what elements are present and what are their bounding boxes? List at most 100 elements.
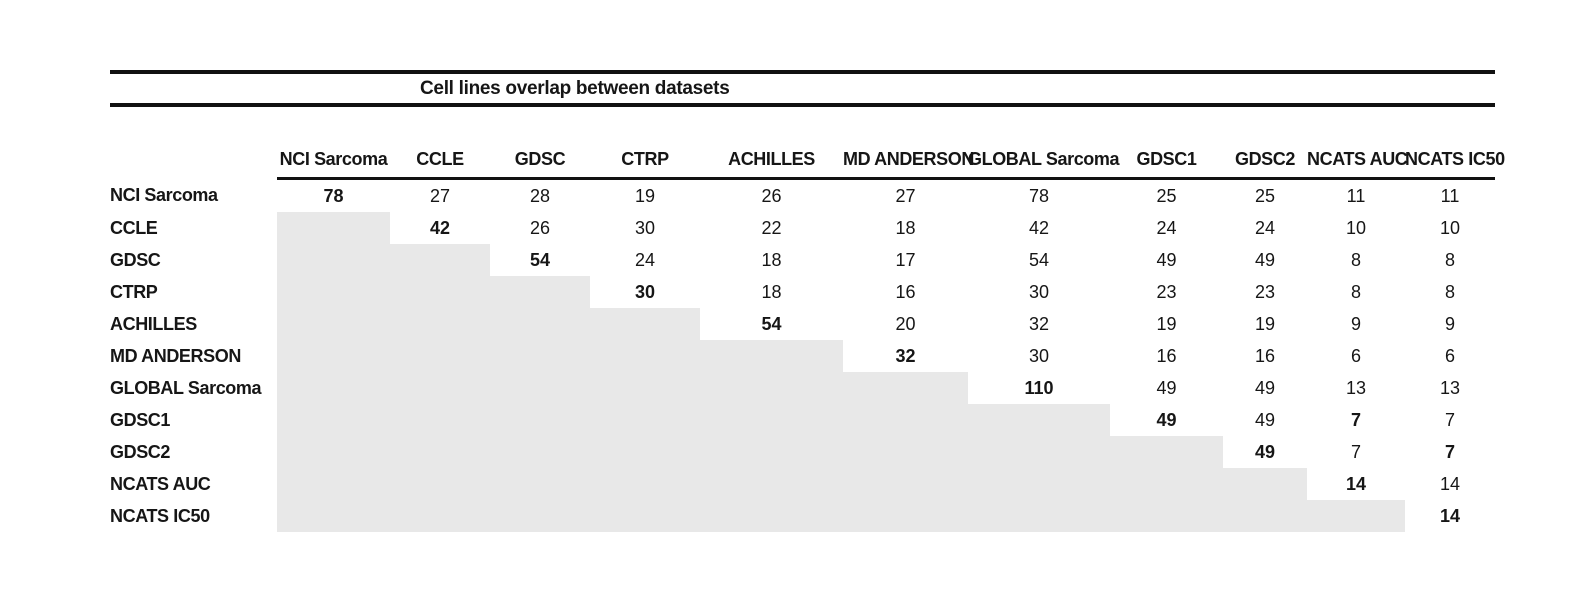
- matrix-cell: 9: [1350, 313, 1361, 334]
- header-row: NCI Sarcoma CCLE GDSC CTRP ACHILLES MD ANDERS…: [110, 107, 1505, 180]
- matrix-cell: [390, 500, 490, 532]
- matrix-cell: 49: [1254, 441, 1276, 462]
- matrix-cell: [590, 468, 700, 500]
- matrix-cell: [390, 436, 490, 468]
- matrix-cell: 49: [1254, 409, 1276, 430]
- matrix-cell: 25: [1156, 185, 1177, 206]
- row-label-nci-sarcoma: NCI Sarcoma: [110, 184, 218, 205]
- matrix-cell: 54: [1028, 249, 1050, 270]
- matrix-header: NCI Sarcoma CCLE GDSC CTRP ACHILLES MD ANDERS…: [110, 107, 1505, 180]
- matrix-cell: [277, 244, 390, 276]
- matrix-cell: 16: [1156, 345, 1177, 366]
- table-row-gdsc: GDSC 54 24 18 17 54 49 49 8 8: [110, 244, 1495, 276]
- matrix-cell: 30: [634, 281, 656, 302]
- matrix-cell: [843, 468, 968, 500]
- overlap-table-block: Cell lines overlap between datasets NCI …: [110, 70, 1505, 532]
- table-row-gdsc1: GDSC1 49 49 7 7: [110, 404, 1495, 436]
- matrix-cell: [968, 404, 1110, 436]
- column-header-nci-sarcoma: NCI Sarcoma: [277, 107, 390, 180]
- matrix-cell: 42: [1028, 217, 1050, 238]
- row-label-gdsc2: GDSC2: [110, 441, 171, 462]
- matrix-cell: 7: [1350, 409, 1361, 430]
- matrix-cell: 54: [529, 249, 551, 270]
- matrix-cell: 6: [1444, 345, 1455, 366]
- matrix-cell: 49: [1254, 249, 1276, 270]
- matrix-cell: 7: [1444, 409, 1455, 430]
- row-label-gdsc: GDSC: [110, 249, 161, 270]
- matrix-cell: 16: [1254, 345, 1276, 366]
- overlap-matrix-table: NCI Sarcoma CCLE GDSC CTRP ACHILLES MD ANDERS…: [110, 107, 1505, 532]
- matrix-cell: 10: [1345, 217, 1367, 238]
- matrix-body: NCI Sarcoma 78 27 28 19 26 27 78 25 25 11 11 CCLE 42 2…: [110, 179, 1495, 532]
- row-label-ncats-ic50: NCATS IC50: [110, 505, 210, 526]
- matrix-cell: 14: [1345, 473, 1367, 494]
- column-header-gdsc1: GDSC1: [1110, 107, 1223, 180]
- matrix-cell: 49: [1156, 249, 1177, 270]
- matrix-cell: 32: [895, 345, 916, 366]
- table-row-achilles: ACHILLES 54 20 32 19 19 9 9: [110, 308, 1495, 340]
- matrix-cell: 18: [895, 217, 916, 238]
- matrix-cell: [277, 308, 390, 340]
- table-row-global-sarcoma: GLOBAL Sarcoma 110 49 49 13 13: [110, 372, 1495, 404]
- matrix-cell: 23: [1156, 281, 1177, 302]
- matrix-cell: [390, 372, 490, 404]
- matrix-cell: [590, 500, 700, 532]
- row-label-ccle: CCLE: [110, 217, 158, 238]
- matrix-cell: 13: [1439, 377, 1461, 398]
- matrix-cell: [843, 404, 968, 436]
- matrix-cell: 9: [1444, 313, 1455, 334]
- matrix-cell: 18: [761, 249, 782, 270]
- matrix-cell: [1110, 436, 1223, 468]
- matrix-cell: [390, 468, 490, 500]
- matrix-cell: [700, 468, 843, 500]
- row-label-md-anderson: MD ANDERSON: [110, 345, 241, 366]
- column-header-ncats-auc: NCATS AUC: [1307, 107, 1408, 180]
- matrix-cell: 26: [761, 185, 782, 206]
- matrix-cell: 54: [761, 313, 782, 334]
- matrix-cell: [700, 340, 843, 372]
- matrix-cell: [968, 436, 1110, 468]
- matrix-cell: [277, 340, 390, 372]
- matrix-cell: [490, 436, 590, 468]
- matrix-cell: 14: [1439, 505, 1461, 526]
- column-header-gdsc2: GDSC2: [1223, 107, 1307, 180]
- matrix-cell: [390, 244, 490, 276]
- matrix-cell: [490, 372, 590, 404]
- matrix-cell: 19: [1156, 313, 1177, 334]
- column-header-md-anderson: MD ANDERSON: [843, 107, 974, 180]
- matrix-cell: 23: [1254, 281, 1276, 302]
- column-header-ccle: CCLE: [390, 107, 490, 180]
- matrix-cell: [390, 276, 490, 308]
- row-label-achilles: ACHILLES: [110, 313, 197, 334]
- matrix-cell: [1307, 500, 1405, 532]
- matrix-cell: [490, 404, 590, 436]
- matrix-cell: [490, 468, 590, 500]
- matrix-cell: 30: [1028, 345, 1050, 366]
- matrix-cell: [968, 468, 1110, 500]
- matrix-cell: 8: [1444, 249, 1455, 270]
- matrix-cell: [968, 500, 1110, 532]
- matrix-cell: [843, 500, 968, 532]
- table-title: Cell lines overlap between datasets: [420, 77, 730, 99]
- matrix-cell: [1110, 468, 1223, 500]
- matrix-cell: [277, 500, 390, 532]
- matrix-cell: [390, 404, 490, 436]
- matrix-cell: 8: [1350, 281, 1361, 302]
- matrix-cell: 11: [1346, 185, 1366, 206]
- table-row-md-anderson: MD ANDERSON 32 30 16 16 6 6: [110, 340, 1495, 372]
- matrix-cell: 11: [1440, 185, 1460, 206]
- matrix-cell: 7: [1350, 441, 1361, 462]
- matrix-cell: [490, 340, 590, 372]
- matrix-cell: [700, 436, 843, 468]
- matrix-cell: [1110, 500, 1223, 532]
- matrix-cell: 10: [1439, 217, 1461, 238]
- matrix-cell: 24: [1254, 217, 1276, 238]
- matrix-cell: 49: [1156, 377, 1177, 398]
- table-row-ncats-ic50: NCATS IC50 14: [110, 500, 1495, 532]
- matrix-cell: 78: [1028, 185, 1050, 206]
- matrix-cell: [700, 404, 843, 436]
- column-header-gdsc: GDSC: [490, 107, 590, 180]
- corner-cell: [110, 107, 277, 179]
- matrix-cell: 110: [1024, 377, 1054, 398]
